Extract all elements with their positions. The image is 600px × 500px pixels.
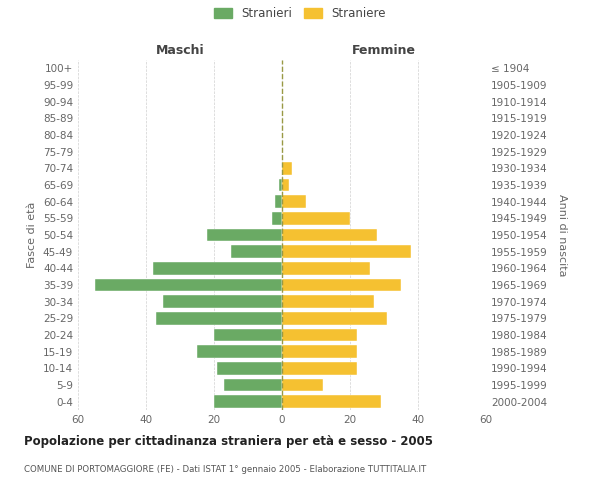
Bar [163, 296, 282, 308]
Bar [278, 179, 282, 192]
Bar [282, 246, 411, 258]
Text: Femmine: Femmine [352, 44, 416, 57]
Bar [282, 379, 323, 391]
Bar [197, 346, 282, 358]
Bar [207, 229, 282, 241]
Bar [282, 229, 377, 241]
Bar [275, 196, 282, 208]
Bar [231, 246, 282, 258]
Text: COMUNE DI PORTOMAGGIORE (FE) - Dati ISTAT 1° gennaio 2005 - Elaborazione TUTTITA: COMUNE DI PORTOMAGGIORE (FE) - Dati ISTA… [24, 465, 426, 474]
Bar [217, 362, 282, 374]
Bar [282, 212, 350, 224]
Bar [224, 379, 282, 391]
Bar [214, 396, 282, 408]
Bar [214, 329, 282, 341]
Bar [272, 212, 282, 224]
Text: Popolazione per cittadinanza straniera per età e sesso - 2005: Popolazione per cittadinanza straniera p… [24, 435, 433, 448]
Bar [282, 396, 380, 408]
Bar [282, 179, 289, 192]
Bar [282, 162, 292, 174]
Bar [282, 279, 401, 291]
Bar [282, 346, 357, 358]
Bar [282, 329, 357, 341]
Bar [282, 296, 374, 308]
Bar [95, 279, 282, 291]
Bar [282, 262, 370, 274]
Bar [156, 312, 282, 324]
Bar [153, 262, 282, 274]
Y-axis label: Anni di nascita: Anni di nascita [557, 194, 567, 276]
Legend: Stranieri, Straniere: Stranieri, Straniere [209, 2, 391, 25]
Bar [282, 362, 357, 374]
Y-axis label: Fasce di età: Fasce di età [28, 202, 37, 268]
Text: Maschi: Maschi [155, 44, 205, 57]
Bar [282, 312, 388, 324]
Bar [282, 196, 306, 208]
